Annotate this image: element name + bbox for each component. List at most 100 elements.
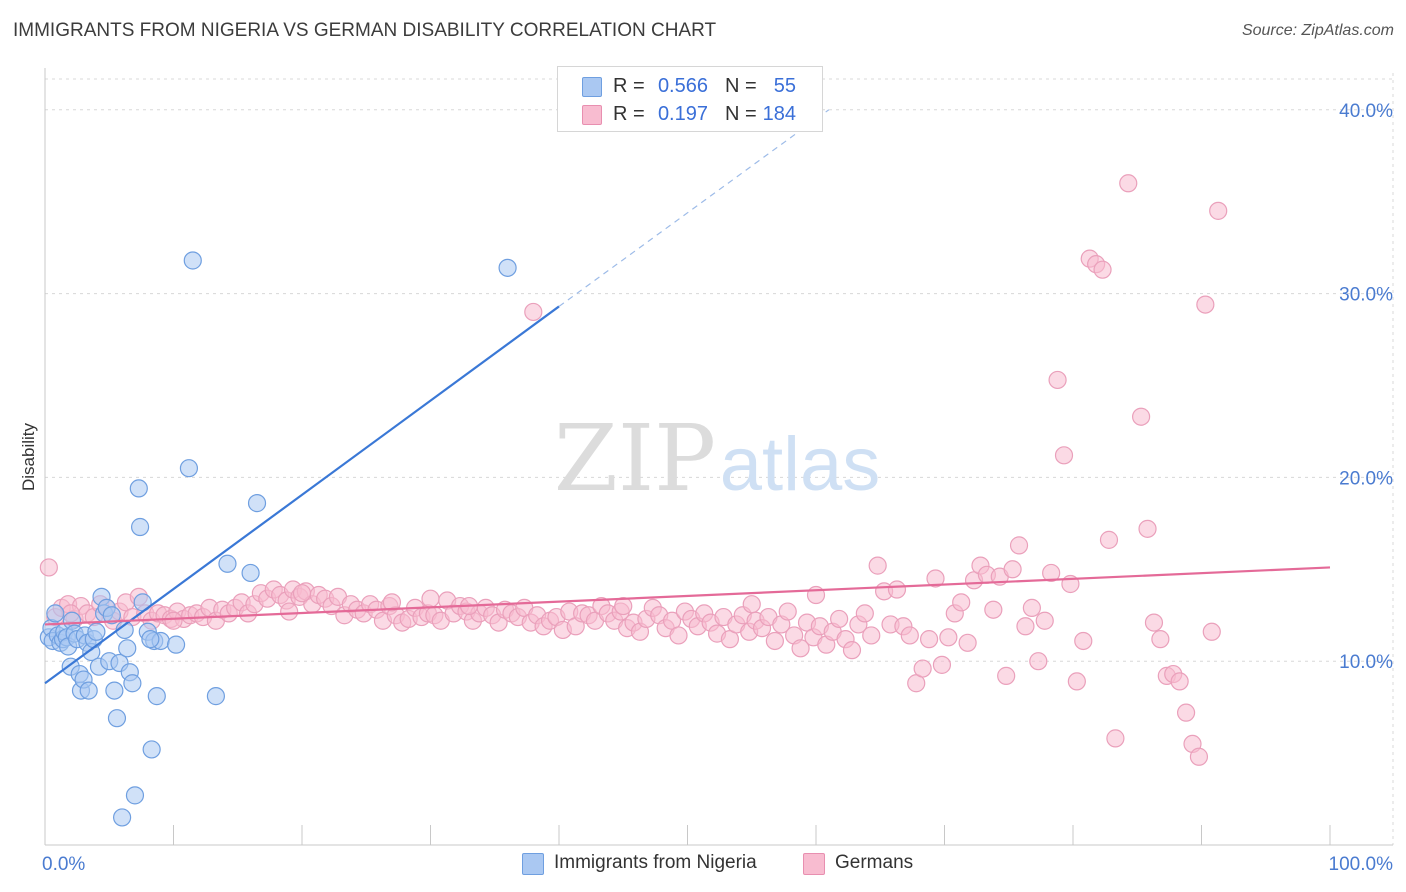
legend-row-nigeria: R = 0.566 N = 55	[558, 72, 822, 102]
watermark-atlas: atlas	[720, 422, 881, 507]
point-germans	[1151, 630, 1170, 649]
point-germans	[1099, 530, 1119, 549]
stats-legend: R = 0.566 N = 55 R = 0.197 N = 184	[557, 66, 823, 132]
trend-line-germans	[44, 566, 1331, 626]
point-germans	[1067, 672, 1086, 691]
point-germans	[952, 593, 971, 612]
point-germans	[855, 604, 874, 623]
trend-line-nigeria-extension	[558, 109, 830, 307]
point-germans	[1209, 201, 1228, 220]
point-germans	[900, 626, 919, 645]
point-nigeria	[206, 687, 226, 706]
point-germans	[1176, 703, 1196, 722]
point-germans	[1093, 260, 1112, 279]
point-nigeria	[129, 479, 148, 498]
point-nigeria	[218, 554, 237, 573]
legend-swatch-nigeria	[582, 77, 602, 97]
point-germans	[984, 600, 1003, 619]
bottom-legend-label-germans: Germans	[835, 852, 914, 873]
point-germans	[926, 569, 945, 588]
x-tick-start: 0.0%	[42, 854, 85, 875]
legend-n-value: 184	[762, 103, 796, 125]
point-nigeria	[107, 709, 127, 728]
point-nigeria	[87, 622, 106, 641]
y-tick-labels: 10.0% 20.0% 30.0% 40.0%	[1339, 101, 1393, 673]
point-nigeria	[130, 517, 150, 537]
point-nigeria	[125, 786, 145, 805]
bottom-legend-swatch-nigeria	[522, 853, 544, 875]
point-germans	[1009, 536, 1029, 555]
legend-r-label: R =	[613, 75, 645, 97]
point-germans	[868, 556, 887, 575]
point-germans	[524, 302, 543, 322]
point-germans	[1016, 617, 1035, 636]
legend-n-label: N =	[725, 75, 757, 97]
y-tick-label: 20.0%	[1339, 468, 1393, 489]
point-nigeria	[46, 604, 65, 623]
y-axis-label: Disability	[19, 422, 38, 491]
point-germans	[1035, 611, 1054, 630]
x-tick-end: 100.0%	[1329, 854, 1394, 875]
blue-points	[39, 251, 517, 827]
legend-swatch-germans	[582, 105, 602, 125]
point-germans	[997, 666, 1016, 685]
point-germans	[164, 611, 183, 630]
point-germans	[765, 631, 784, 651]
point-germans	[1106, 729, 1125, 748]
legend-n-label: N =	[725, 103, 757, 125]
point-nigeria	[141, 630, 160, 649]
point-nigeria	[112, 808, 132, 827]
axes	[44, 68, 1393, 846]
point-germans	[1202, 622, 1221, 641]
legend-row-germans: R = 0.197 N = 184	[558, 100, 822, 130]
point-germans	[1048, 370, 1067, 390]
point-germans	[939, 628, 958, 647]
point-nigeria	[118, 639, 137, 658]
point-germans	[1022, 598, 1041, 617]
point-germans	[919, 630, 939, 649]
point-germans	[1003, 560, 1022, 579]
watermark: ZIP atlas	[554, 405, 880, 512]
point-nigeria	[166, 635, 186, 654]
point-germans	[1170, 672, 1189, 691]
point-germans	[1029, 652, 1048, 671]
point-nigeria	[498, 258, 517, 277]
trend-lines	[44, 109, 1331, 685]
y-tick-label: 30.0%	[1339, 285, 1393, 306]
trend-line-nigeria	[44, 305, 560, 685]
point-germans	[791, 639, 810, 658]
point-germans	[1074, 631, 1093, 651]
point-nigeria	[179, 459, 199, 478]
point-germans	[742, 595, 761, 614]
legend-n-value: 55	[773, 75, 796, 97]
point-germans	[1132, 407, 1151, 426]
point-germans	[1144, 613, 1164, 632]
point-germans	[1054, 446, 1074, 465]
point-germans	[421, 589, 440, 608]
point-germans	[887, 580, 907, 599]
point-nigeria	[247, 494, 267, 513]
source-label: Source: ZipAtlas.com	[1241, 22, 1394, 39]
point-germans	[669, 626, 688, 645]
point-germans	[862, 626, 881, 645]
y-tick-label: 40.0%	[1339, 101, 1393, 122]
point-germans	[1119, 174, 1138, 193]
point-germans	[280, 602, 299, 621]
point-germans	[842, 641, 862, 660]
point-germans	[932, 655, 952, 674]
point-nigeria	[123, 674, 142, 693]
point-nigeria	[183, 251, 202, 270]
point-germans	[1189, 747, 1209, 766]
bottom-legend-swatch-germans	[803, 853, 825, 875]
point-nigeria	[142, 740, 161, 759]
chart-title: IMMIGRANTS FROM NIGERIA VS GERMAN DISABI…	[13, 20, 717, 41]
legend-r-label: R =	[613, 103, 645, 125]
point-nigeria	[241, 563, 260, 583]
point-nigeria	[147, 687, 166, 706]
point-nigeria	[79, 681, 98, 700]
point-germans	[1042, 563, 1061, 583]
point-germans	[39, 558, 58, 577]
point-germans	[830, 609, 849, 629]
point-germans	[778, 602, 797, 621]
